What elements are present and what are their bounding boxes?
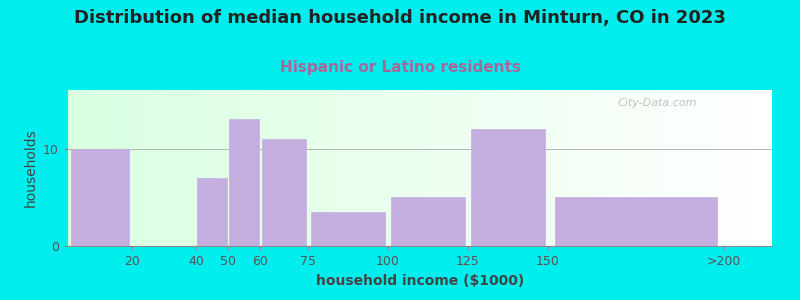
Bar — [391, 197, 465, 246]
Bar — [70, 148, 130, 246]
Bar — [555, 197, 717, 246]
Bar — [198, 178, 226, 246]
X-axis label: household income ($1000): household income ($1000) — [316, 274, 524, 288]
Bar — [471, 129, 545, 246]
Text: Distribution of median household income in Minturn, CO in 2023: Distribution of median household income … — [74, 9, 726, 27]
Y-axis label: households: households — [23, 129, 38, 207]
Bar — [311, 212, 385, 246]
Text: Hispanic or Latino residents: Hispanic or Latino residents — [279, 60, 521, 75]
Text: City-Data.com: City-Data.com — [617, 98, 697, 108]
Bar — [230, 119, 258, 246]
Bar — [262, 139, 306, 246]
